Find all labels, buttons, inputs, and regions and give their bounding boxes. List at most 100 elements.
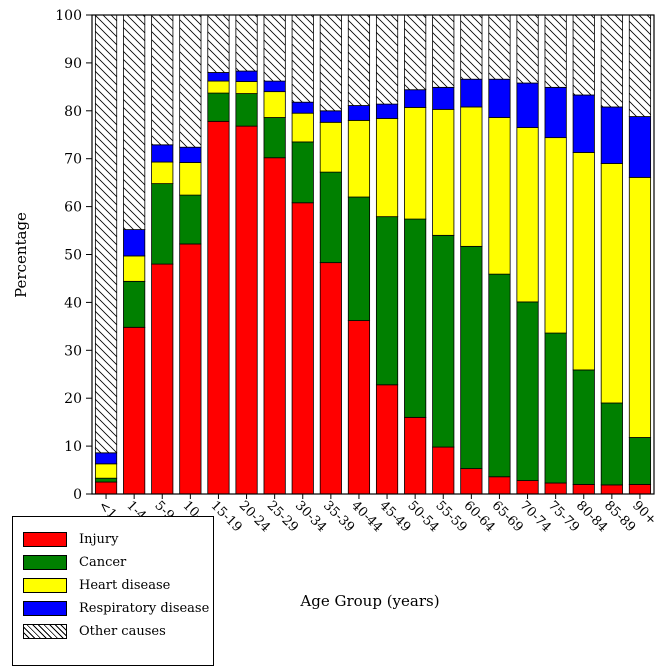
bar-segment-cancer-40-44 [348,197,369,321]
bar-segment-respiratory-disease-50-54 [404,90,425,108]
bar-segment-heart-disease-90 [629,177,650,437]
bar-segment-other-causes-65-69 [489,15,510,79]
bar-segment-injury-85-89 [601,485,622,494]
bar-segment-heart-disease-60-64 [461,107,482,246]
bar-segment-injury-10-14 [180,244,201,494]
bar-segment-cancer-15-19 [208,93,229,121]
legend-label-respiratory-disease: Respiratory disease [79,601,209,616]
bar-segment-other-causes-1 [95,15,116,453]
bar-segment-injury-55-59 [433,447,454,494]
legend-swatch-other-causes [23,624,67,639]
x-tick-label: 50-54 [404,498,441,535]
y-tick-label: 10 [64,439,82,455]
bar-segment-other-causes-50-54 [404,15,425,90]
bar-segment-other-causes-70-74 [517,15,538,83]
bar-segment-respiratory-disease-40-44 [348,106,369,121]
legend-swatch-heart-disease [23,578,67,593]
bar-segment-heart-disease-70-74 [517,128,538,302]
bar-segment-injury-45-49 [376,385,397,494]
bar-segment-other-causes-25-29 [264,15,285,81]
bar-segment-other-causes-5-9 [152,15,173,145]
legend-label-cancer: Cancer [79,555,126,570]
x-tick-label: 60-64 [461,498,498,535]
bar-segment-cancer-1 [95,478,116,482]
bar-segment-other-causes-20-24 [236,15,257,71]
bar-segment-other-causes-35-39 [320,15,341,111]
bar-segment-other-causes-45-49 [376,15,397,104]
bar-segment-respiratory-disease-25-29 [264,81,285,92]
bar-segment-cancer-30-34 [292,142,313,203]
bar-segment-injury-75-79 [545,483,566,494]
bar-segment-cancer-75-79 [545,333,566,483]
bar-segment-injury-70-74 [517,481,538,494]
bar-segment-respiratory-disease-75-79 [545,87,566,137]
bar-segment-respiratory-disease-55-59 [433,87,454,109]
bar-segment-cancer-10-14 [180,195,201,244]
bar-segment-cancer-50-54 [404,219,425,417]
x-tick-label: 80-84 [573,498,610,535]
y-tick-label: 20 [64,391,82,407]
x-tick-label: 40-44 [348,498,385,535]
bar-segment-heart-disease-5-9 [152,162,173,184]
bar-segment-injury-1 [95,482,116,494]
bar-segment-cancer-55-59 [433,235,454,447]
bar-segment-heart-disease-50-54 [404,107,425,219]
bar-segment-cancer-90 [629,437,650,484]
bar-segment-respiratory-disease-30-34 [292,102,313,113]
y-tick-label: 40 [64,295,82,311]
bar-segment-respiratory-disease-85-89 [601,107,622,164]
x-tick-label: 85-89 [601,498,638,535]
bar-segment-heart-disease-80-84 [573,152,594,369]
bar-segment-respiratory-disease-90 [629,117,650,178]
bar-segment-other-causes-55-59 [433,15,454,87]
y-axis: 0 10 20 30 40 50 60 70 80 90 100 [55,8,92,503]
legend-swatch-injury [23,532,67,547]
bar-segment-heart-disease-30-34 [292,113,313,142]
bar-segment-injury-90 [629,484,650,494]
legend-label-other-causes: Other causes [79,624,166,639]
plot-area-frame [92,15,654,494]
bar-segment-respiratory-disease-45-49 [376,104,397,118]
y-axis-label: Percentage [12,212,30,298]
bar-segment-cancer-60-64 [461,246,482,468]
bar-segment-cancer-70-74 [517,302,538,481]
bar-segment-cancer-80-84 [573,370,594,484]
bar-segment-heart-disease-55-59 [433,109,454,235]
bar-segment-cancer-1-4 [123,281,144,327]
legend: Injury Cancer Heart disease Respiratory … [12,516,214,666]
bar-segment-respiratory-disease-70-74 [517,83,538,128]
bar-segment-heart-disease-15-19 [208,81,229,93]
bar-segment-injury-20-24 [236,126,257,494]
bar-segment-heart-disease-20-24 [236,82,257,94]
legend-item-heart-disease: Heart disease [23,575,170,595]
bar-segment-respiratory-disease-35-39 [320,111,341,123]
bar-segment-heart-disease-1-4 [123,256,144,281]
bar-segment-respiratory-disease-5-9 [152,145,173,162]
bar-segment-injury-60-64 [461,469,482,494]
x-tick-label: 45-49 [376,498,413,535]
bar-segment-respiratory-disease-10-14 [180,147,201,162]
bar-segment-injury-5-9 [152,264,173,494]
x-tick-label: 70-74 [517,498,554,535]
y-tick-label: 90 [64,56,82,72]
bar-segment-other-causes-30-34 [292,15,313,102]
bar-segment-other-causes-75-79 [545,15,566,87]
x-tick-label: 25-29 [264,498,301,535]
bar-segment-other-causes-1-4 [123,15,144,230]
bar-segment-injury-35-39 [320,263,341,494]
bar-segment-cancer-35-39 [320,172,341,263]
bar-segment-respiratory-disease-80-84 [573,95,594,152]
bar-segment-respiratory-disease-60-64 [461,79,482,107]
y-tick-label: 50 [64,248,82,264]
bar-segment-heart-disease-45-49 [376,118,397,216]
bar-segment-heart-disease-85-89 [601,163,622,402]
bar-segment-injury-80-84 [573,484,594,494]
bar-segment-respiratory-disease-15-19 [208,72,229,81]
y-tick-label: 100 [55,8,82,24]
bar-segment-other-causes-80-84 [573,15,594,95]
bar-segment-injury-30-34 [292,203,313,494]
y-tick-label: 0 [73,487,82,503]
bar-segment-injury-50-54 [404,417,425,494]
x-tick-label: 35-39 [320,498,357,535]
legend-item-other-causes: Other causes [23,621,166,641]
